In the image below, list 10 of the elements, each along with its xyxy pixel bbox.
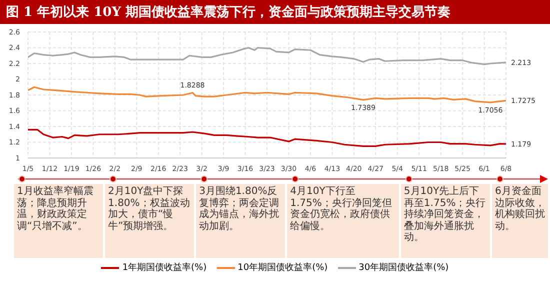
text: 4月10Y下行至1.75%；央行净回笼但资金仍宽松，政府债供给偏慢。: [287, 184, 399, 258]
text: 3月围绕1.80%反复博弈；两会定调成为锚点，海外扰动加剧。: [196, 184, 286, 258]
legend-label: 1年期国债收益率(%): [121, 262, 207, 274]
legend-label: 30年期国债收益率(%): [358, 262, 449, 274]
chart-title: 图 1 年初以来 10Y 期国债收益率震荡下行，资金面与政策预期主导交易节奏: [0, 0, 550, 24]
legend-label: 10年期国债收益率(%): [236, 262, 328, 274]
text: 2月10Y盘中下探1.80%；权益波动加大，债市“慢牛”预期增强。: [105, 184, 194, 258]
text: 1月收益率窄幅震荡；降息预期升温，财政政策定调“只增不减”。: [14, 184, 104, 258]
text: 6月资金面边际收敛，机构赎回扰动。: [492, 184, 548, 258]
text: 5月10Y先上后下再至1.75%；央行持续净回笼资金，叠加海外通胀扰动。: [400, 184, 490, 258]
